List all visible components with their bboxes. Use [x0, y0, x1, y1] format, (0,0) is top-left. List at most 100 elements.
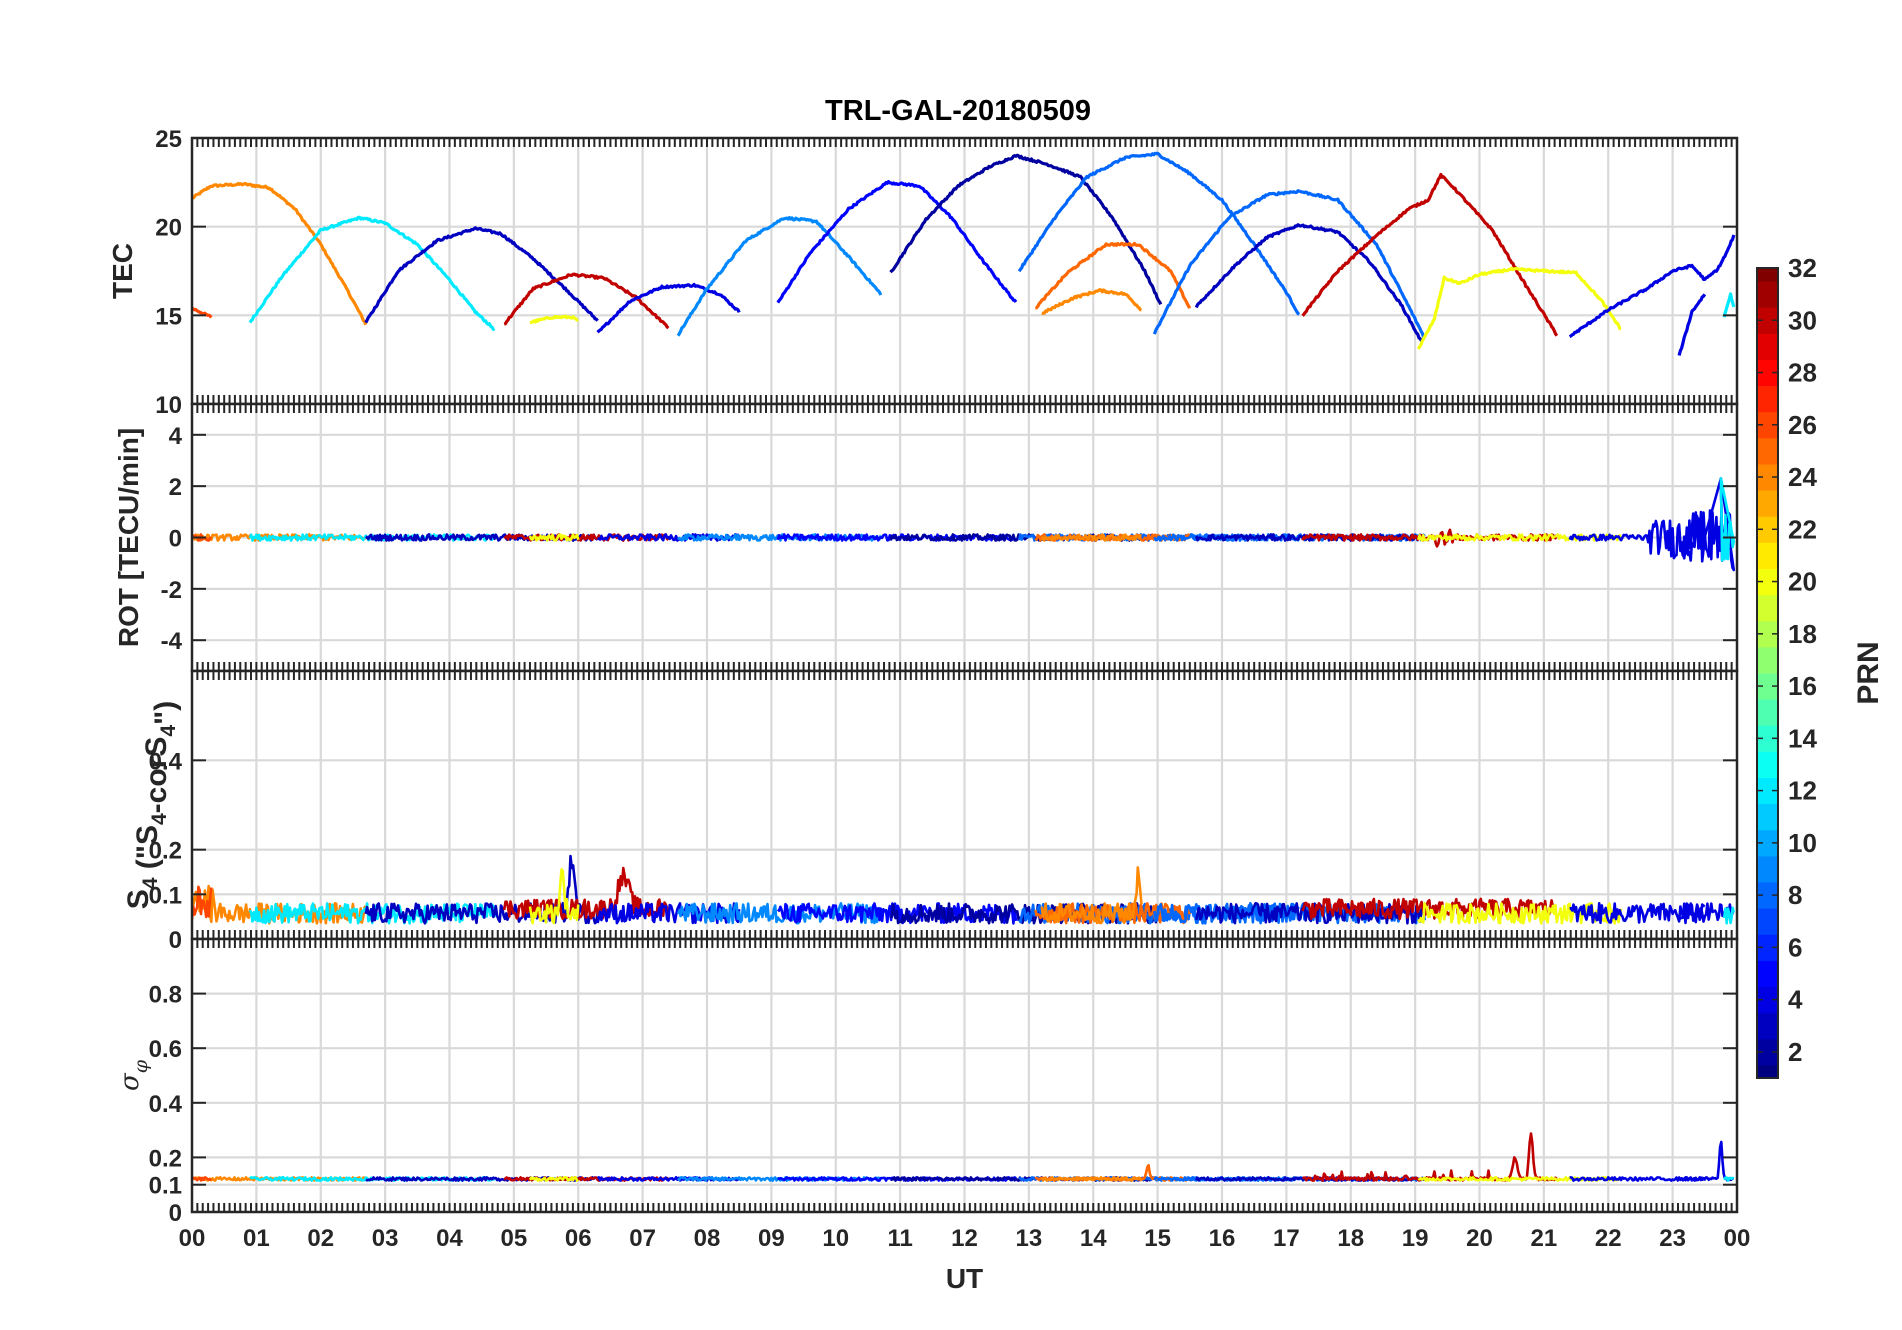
colorbar-tick-label: 12 — [1788, 776, 1817, 806]
y-tick-label: 0.1 — [149, 882, 182, 909]
series-line-prn-4 — [1677, 293, 1707, 356]
series-line-prn-20 — [1417, 902, 1623, 925]
series-line-prn-8 — [1152, 189, 1427, 340]
series-line-prn-3 — [1195, 902, 1423, 925]
panel-3: 0 0.1 0.2 0.4S4 ("S4-corS4") — [122, 669, 1739, 954]
colorbar-label: PRN — [1852, 641, 1885, 704]
colorbar-swatch — [1757, 986, 1778, 1014]
series-line-prn-26 — [192, 306, 213, 319]
series-line-prn-2 — [889, 153, 1163, 306]
series-line-prn-20 — [1416, 266, 1622, 350]
colorbar-tick-label: 10 — [1788, 828, 1817, 858]
y-axis-label: TEC — [107, 243, 138, 299]
colorbar-tick-label: 2 — [1788, 1037, 1802, 1067]
series-line-prn-4 — [1569, 902, 1735, 925]
series-line-prn-4 — [596, 282, 741, 334]
x-tick-label: 23 — [1659, 1225, 1686, 1252]
y-tick-label: 0.1 — [149, 1173, 182, 1200]
y-tick-label: 0 — [169, 1200, 182, 1227]
colorbar-frame — [1756, 267, 1779, 1079]
series-line-prn-20 — [528, 868, 580, 925]
series-line-prn-24 — [192, 181, 368, 326]
series-group — [192, 854, 1736, 925]
series-line-prn-12 — [1722, 292, 1736, 318]
x-tick-label: 03 — [372, 1225, 399, 1252]
y-tick-label: 0.4 — [149, 748, 183, 775]
colorbar-swatch — [1757, 751, 1778, 779]
x-tick-label: 15 — [1144, 1225, 1171, 1252]
y-tick-label: 0 — [169, 526, 182, 553]
series-line-prn-4 — [1568, 234, 1736, 339]
colorbar-tick-label: 30 — [1788, 305, 1817, 335]
colorbar-swatch — [1757, 960, 1778, 988]
series-line-prn-8 — [1017, 151, 1301, 316]
y-tick-label: 4 — [169, 423, 183, 450]
series-line-prn-2 — [889, 902, 1163, 925]
x-tick-label: 00 — [179, 1225, 206, 1252]
y-tick-label: 25 — [155, 126, 182, 153]
series-line-prn-30 — [503, 272, 670, 330]
colorbar-tick-label: 32 — [1788, 253, 1817, 283]
series-line-prn-24 — [1041, 288, 1142, 315]
series-line-prn-4 — [1677, 902, 1706, 925]
colorbar-swatch — [1757, 882, 1778, 909]
y-tick-label: 20 — [155, 215, 182, 242]
grid — [192, 138, 1737, 404]
x-tick-label: 02 — [307, 1225, 334, 1252]
series-group — [192, 151, 1736, 356]
colorbar-swatch — [1757, 307, 1778, 334]
colorbar-swatch — [1757, 620, 1778, 648]
colorbar-swatch — [1757, 385, 1778, 413]
colorbar-swatch — [1757, 437, 1778, 465]
series-line-prn-25 — [1035, 241, 1192, 310]
colorbar-swatch — [1757, 542, 1778, 569]
series-line-prn-3 — [1194, 223, 1423, 342]
y-axis-label: S4 ("S4-corS4") — [122, 701, 182, 910]
series-line-prn-20 — [528, 1176, 579, 1182]
colorbar-swatch — [1757, 1064, 1778, 1079]
colorbar-swatch — [1757, 411, 1778, 439]
colorbar-swatch — [1757, 829, 1778, 857]
colorbar-swatch — [1757, 594, 1778, 622]
y-tick-label: 10 — [155, 392, 182, 419]
x-tick-label: 21 — [1531, 1225, 1558, 1252]
series-line-prn-26 — [192, 1176, 212, 1182]
colorbar-swatch — [1757, 725, 1778, 752]
y-tick-label: 0.2 — [149, 838, 182, 865]
series-line-prn-12 — [1719, 477, 1736, 562]
x-tick-label: 09 — [758, 1225, 785, 1252]
series-line-prn-12 — [248, 215, 496, 331]
colorbar-tick-label: 20 — [1788, 567, 1817, 597]
colorbar-swatch — [1757, 855, 1778, 883]
series-line-prn-12 — [248, 902, 496, 925]
series-line-prn-20 — [528, 533, 580, 542]
panel-1: 10 15 20 25 TEC — [107, 126, 1739, 419]
x-axis-label: UT — [946, 1263, 983, 1294]
minor-ticks — [191, 137, 1738, 405]
x-tick-label: 06 — [565, 1225, 592, 1252]
colorbar-swatch — [1757, 908, 1778, 935]
minor-ticks — [191, 404, 1738, 671]
colorbar-tick-label: 16 — [1788, 671, 1817, 701]
series-line-prn-4 — [597, 533, 741, 542]
colorbar-swatch — [1757, 281, 1778, 308]
series-line-prn-30 — [1302, 1132, 1558, 1182]
x-tick-label: 19 — [1402, 1225, 1429, 1252]
colorbar-tick-label: 22 — [1788, 514, 1817, 544]
colorbar-tick-label: 26 — [1788, 410, 1817, 440]
y-axis-label: ROT [TECU/min] — [113, 428, 144, 647]
grid — [192, 671, 1737, 939]
series-line-prn-3 — [364, 226, 599, 324]
series-line-prn-12 — [1722, 906, 1736, 925]
series-line-prn-20 — [529, 314, 579, 325]
y-tick-label: 15 — [155, 303, 182, 330]
y-tick-label: 0.6 — [149, 1036, 182, 1063]
minor-ticks — [191, 939, 1738, 1213]
series-line-prn-24 — [1040, 866, 1143, 925]
series-line-prn-5 — [776, 180, 1018, 304]
colorbar-swatch — [1757, 463, 1778, 491]
colorbar-swatch — [1757, 490, 1778, 517]
y-tick-label: -2 — [161, 577, 182, 604]
y-tick-label: 2 — [169, 474, 182, 501]
colorbar-swatch — [1757, 673, 1778, 700]
